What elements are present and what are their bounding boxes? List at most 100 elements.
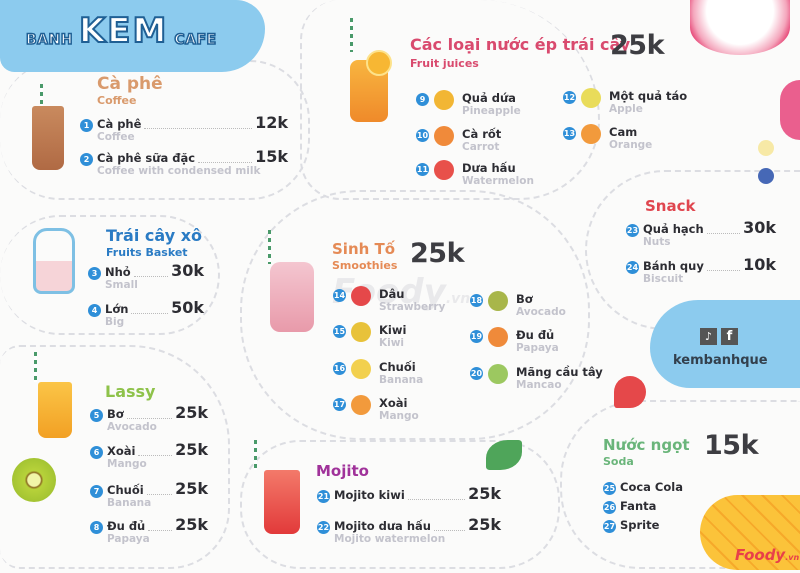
menu-item[interactable]: 8 Đu đủ Papaya 25k [90, 515, 208, 550]
dotted-leader [147, 494, 172, 495]
soda-border [560, 400, 800, 569]
item-number-badge: 18 [470, 294, 483, 307]
coffee-title: Cà phê [97, 74, 163, 94]
menu-item[interactable]: 11 Dưa hấu Watermelon [416, 160, 556, 192]
papaya-icon [488, 327, 508, 347]
item-name: Mojito kiwi [334, 488, 405, 502]
item-number-badge: 22 [317, 521, 330, 534]
avocado-icon [488, 291, 508, 311]
straw-icon [350, 18, 353, 52]
menu-item[interactable]: 22 Mojito dưa hấu Mojito watermelon 25k [317, 515, 501, 550]
menu-item[interactable]: 14 Dâu Strawberry [333, 286, 473, 318]
item-price: 25k [175, 440, 208, 459]
watermark-text: Foody [735, 546, 786, 564]
item-price: 25k [175, 479, 208, 498]
item-name: Dâu [379, 287, 405, 301]
snack-title: Snack [645, 197, 696, 215]
coffee-subtitle: Coffee [97, 94, 137, 107]
watermark-center: Foody.vn [332, 272, 470, 312]
soda-price: 15k [704, 430, 759, 461]
soursop-icon [488, 364, 508, 384]
menu-item[interactable]: 24 Bánh quy Biscuit 10k [626, 255, 776, 290]
item-name: Cà phê [97, 117, 142, 131]
item-number-badge: 2 [80, 153, 93, 166]
social-handle[interactable]: kembanhque [673, 353, 768, 368]
item-number-badge: 8 [90, 521, 103, 534]
dotted-leader [148, 530, 172, 531]
basket-subtitle: Fruits Basket [106, 246, 188, 259]
menu-item[interactable]: 25 Coca Cola [603, 480, 723, 511]
menu-item[interactable]: 16 Chuối Banana [333, 359, 473, 391]
brand-logo: BANH KEM CAFE [25, 13, 217, 49]
watermark-suffix: .vn [445, 291, 471, 307]
item-price: 30k [743, 218, 776, 237]
menu-item[interactable]: 27 Sprite [603, 518, 723, 549]
mango-image [700, 495, 800, 570]
item-number-badge: 7 [90, 485, 103, 498]
mango-icon [351, 395, 371, 415]
menu-item[interactable]: 6 Xoài Mango 25k [90, 440, 208, 475]
item-number-badge: 20 [470, 367, 483, 380]
menu-item[interactable]: 4 Lớn Big 50k [88, 298, 204, 333]
menu-item[interactable]: 7 Chuối Banana 25k [90, 479, 208, 514]
watermark-corner: Foody.vn [735, 546, 799, 567]
menu-item[interactable]: 18 Bơ Avocado [470, 291, 610, 323]
orange-icon [581, 124, 601, 144]
item-number-badge: 21 [317, 490, 330, 503]
menu-item[interactable]: 12 Một quả táo Apple [563, 88, 703, 120]
mojito-border [240, 440, 560, 569]
menu-item[interactable]: 2 Cà phê sữa đặc Coffee with condensed mil… [80, 147, 288, 182]
item-name: Xoài [107, 444, 136, 458]
menu-item[interactable]: 20 Mãng cầu tây Mancao [470, 364, 610, 396]
facebook-icon[interactable]: f [721, 328, 738, 345]
item-english-name: Watermelon [462, 175, 534, 187]
header-blob [0, 0, 265, 72]
item-english-name: Avocado [107, 421, 157, 433]
item-name: Mojito dưa hấu [334, 519, 431, 533]
menu-item[interactable]: 19 Đu đủ Papaya [470, 327, 610, 359]
menu-item[interactable]: 10 Cà rốt Carrot [416, 126, 556, 158]
item-price: 25k [468, 515, 501, 534]
item-english-name: Papaya [107, 533, 150, 545]
item-english-name: Coffee with condensed milk [97, 165, 261, 177]
item-number-badge: 23 [626, 224, 639, 237]
menu-item[interactable]: 21 Mojito kiwi 25k [317, 484, 501, 519]
item-number-badge: 10 [416, 129, 429, 142]
item-number-badge: 13 [563, 127, 576, 140]
menu-item[interactable]: 5 Bơ Avocado 25k [90, 403, 208, 438]
dotted-leader [138, 455, 172, 456]
item-name: Kiwi [379, 323, 407, 337]
coffee-glass-image [32, 106, 64, 170]
menu-item[interactable]: 17 Xoài Mango [333, 395, 473, 427]
menu-item[interactable]: 3 Nhỏ Small 30k [88, 261, 204, 296]
item-price: 10k [743, 255, 776, 274]
menu-item[interactable]: 13 Cam Orange [563, 124, 703, 156]
fruit-slice-image [758, 140, 774, 156]
item-english-name: Mango [379, 410, 419, 422]
item-english-name: Banana [107, 497, 152, 509]
item-name: Sprite [620, 518, 660, 532]
item-price: 25k [175, 515, 208, 534]
dragonfruit-peel-image [780, 80, 800, 140]
menu-item[interactable]: 9 Quả dứa Pineapple [416, 90, 556, 122]
item-english-name: Mojito watermelon [334, 533, 446, 545]
tiktok-icon[interactable]: ♪ [700, 328, 717, 345]
item-english-name: Mancao [516, 379, 562, 391]
item-price: 12k [255, 113, 288, 132]
kiwi-image [12, 458, 56, 502]
menu-item[interactable]: 15 Kiwi Kiwi [333, 322, 473, 354]
menu-item[interactable]: 23 Quả hạch Nuts 30k [626, 218, 776, 253]
juices-subtitle: Fruit juices [410, 57, 479, 70]
item-name: Đu đủ [516, 328, 555, 342]
basket-title: Trái cây xô [106, 226, 202, 245]
smoothies-title: Sinh Tố [332, 240, 396, 258]
dragonfruit-image [690, 0, 790, 55]
dotted-leader [408, 499, 465, 500]
mojito-title: Mojito [316, 462, 369, 480]
item-price: 30k [171, 261, 204, 280]
menu-item[interactable]: 1 Cà phê Coffee 12k [80, 113, 288, 148]
menu-item[interactable]: 26 Fanta [603, 499, 723, 530]
smoothies-subtitle: Smoothies [332, 259, 398, 272]
item-name: Dưa hấu [462, 161, 516, 175]
